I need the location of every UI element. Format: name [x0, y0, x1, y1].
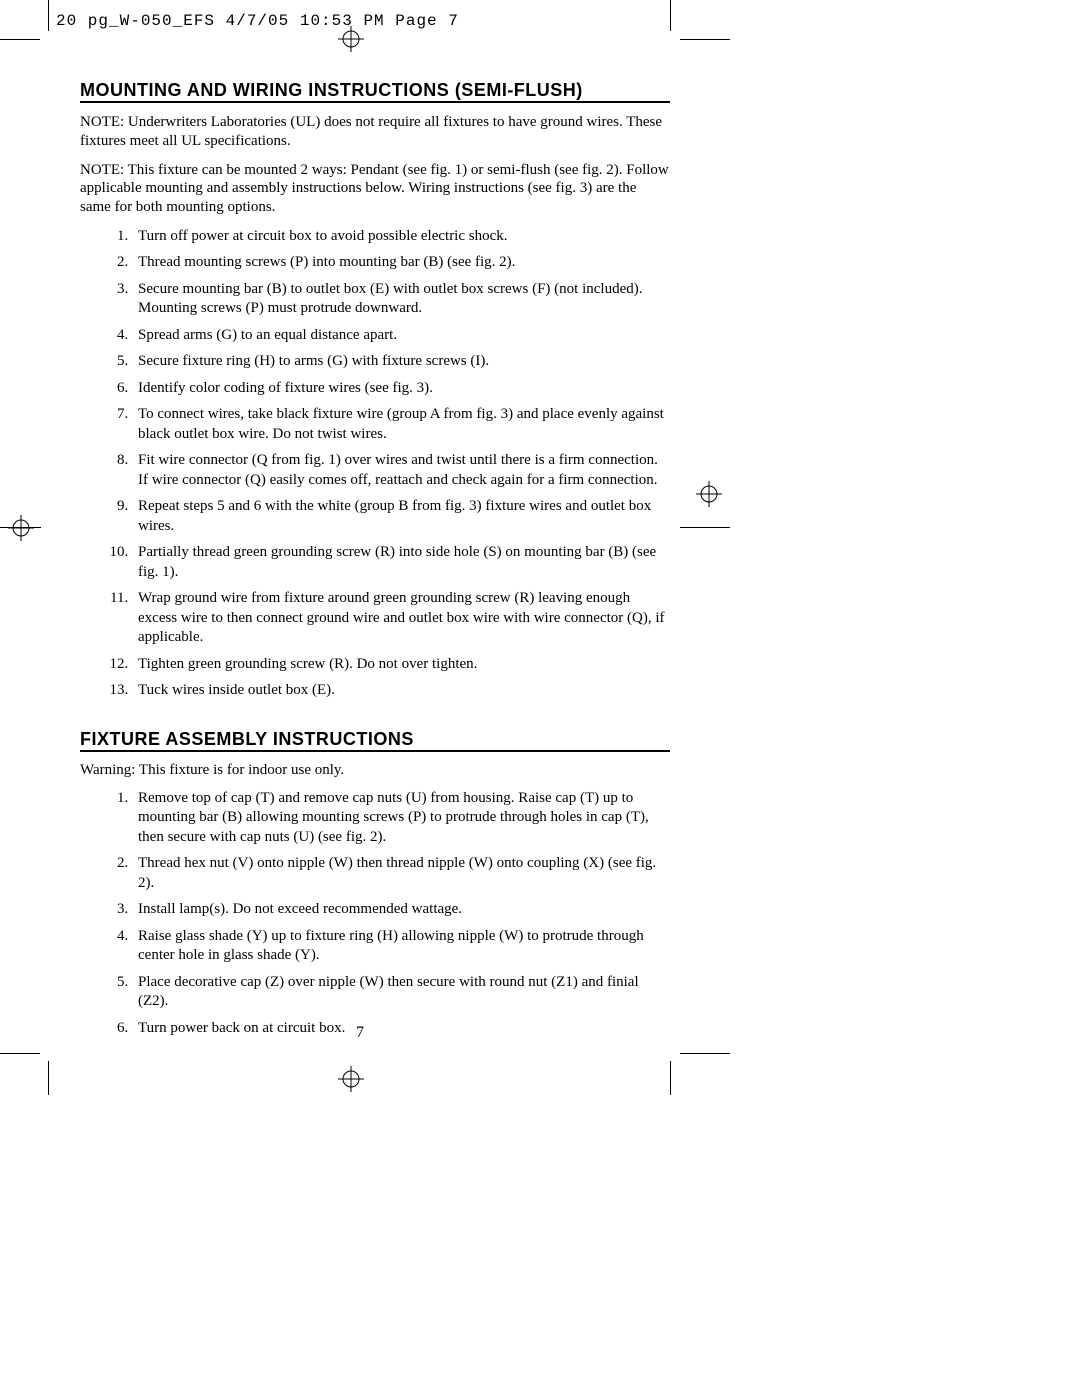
- step-item: Tuck wires inside outlet box (E).: [132, 681, 670, 701]
- registration-mark-icon: [338, 1066, 364, 1092]
- step-item: Tighten green grounding screw (R). Do no…: [132, 655, 670, 675]
- step-item: Raise glass shade (Y) up to fixture ring…: [132, 927, 670, 966]
- step-item: To connect wires, take black fixture wir…: [132, 405, 670, 444]
- step-item: Secure mounting bar (B) to outlet box (E…: [132, 280, 670, 319]
- step-item: Wrap ground wire from fixture around gre…: [132, 589, 670, 648]
- crop-mark: [0, 39, 40, 40]
- step-item: Identify color coding of fixture wires (…: [132, 379, 670, 399]
- step-item: Partially thread green grounding screw (…: [132, 543, 670, 582]
- crop-mark: [680, 39, 730, 40]
- section-title: FIXTURE ASSEMBLY INSTRUCTIONS: [80, 729, 670, 752]
- step-item: Repeat steps 5 and 6 with the white (gro…: [132, 497, 670, 536]
- note-text: NOTE: Underwriters Laboratories (UL) doe…: [80, 113, 670, 151]
- crop-mark: [48, 0, 49, 31]
- note-text: NOTE: This fixture can be mounted 2 ways…: [80, 161, 670, 217]
- registration-mark-icon: [696, 481, 722, 507]
- step-item: Spread arms (G) to an equal distance apa…: [132, 326, 670, 346]
- step-item: Thread mounting screws (P) into mounting…: [132, 253, 670, 273]
- registration-mark-icon: [338, 26, 364, 52]
- page-number: 7: [0, 1024, 720, 1042]
- step-item: Install lamp(s). Do not exceed recommend…: [132, 900, 670, 920]
- crop-mark: [0, 1053, 40, 1054]
- registration-mark-icon: [8, 515, 34, 541]
- document-header: 20 pg_W-050_EFS 4/7/05 10:53 PM Page 7: [56, 12, 459, 30]
- steps-list: Turn off power at circuit box to avoid p…: [80, 227, 670, 701]
- crop-mark: [670, 0, 671, 31]
- section-title: MOUNTING AND WIRING INSTRUCTIONS (SEMI-F…: [80, 80, 670, 103]
- crop-mark: [670, 1061, 671, 1095]
- crop-mark: [48, 1061, 49, 1095]
- crop-mark: [680, 527, 730, 528]
- step-item: Secure fixture ring (H) to arms (G) with…: [132, 352, 670, 372]
- step-item: Place decorative cap (Z) over nipple (W)…: [132, 973, 670, 1012]
- step-item: Thread hex nut (V) onto nipple (W) then …: [132, 854, 670, 893]
- step-item: Turn off power at circuit box to avoid p…: [132, 227, 670, 247]
- page-content: MOUNTING AND WIRING INSTRUCTIONS (SEMI-F…: [80, 80, 670, 1045]
- crop-mark: [680, 1053, 730, 1054]
- step-item: Remove top of cap (T) and remove cap nut…: [132, 789, 670, 848]
- warning-text: Warning: This fixture is for indoor use …: [80, 762, 670, 779]
- step-item: Fit wire connector (Q from fig. 1) over …: [132, 451, 670, 490]
- steps-list: Remove top of cap (T) and remove cap nut…: [80, 789, 670, 1039]
